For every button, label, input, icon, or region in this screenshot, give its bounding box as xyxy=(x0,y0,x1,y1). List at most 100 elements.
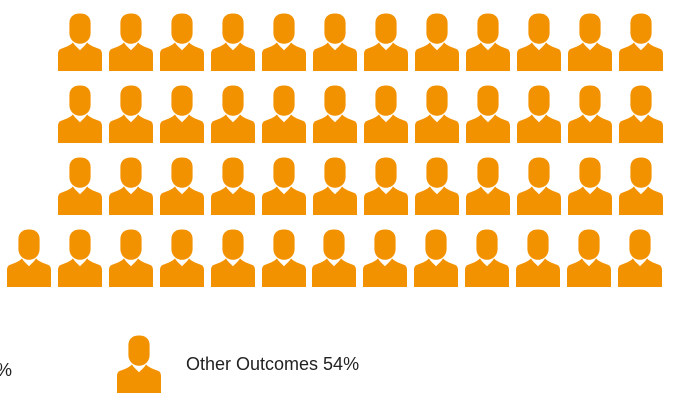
person-icon-head xyxy=(171,157,193,188)
person-icon-body xyxy=(211,114,255,143)
person-icon-head xyxy=(476,229,498,260)
person-icon-head xyxy=(222,85,244,116)
person-icon-body xyxy=(517,186,561,215)
person-icon-body xyxy=(618,258,662,287)
person-icon-head xyxy=(273,13,295,44)
person-icon-head xyxy=(630,13,652,44)
person-icon-head xyxy=(579,13,601,44)
person-icon xyxy=(415,85,459,143)
person-icon xyxy=(517,85,561,143)
person-icon-head xyxy=(323,229,345,260)
person-icon-head xyxy=(375,157,397,188)
person-icon-body xyxy=(466,114,510,143)
person-icon-body xyxy=(517,42,561,71)
person-icon-body xyxy=(517,114,561,143)
person-icon-head xyxy=(69,157,91,188)
person-icon-body xyxy=(7,258,51,287)
person-icon-body xyxy=(58,42,102,71)
person-icon-body xyxy=(109,42,153,71)
person-icon xyxy=(567,229,611,287)
person-icon xyxy=(211,229,255,287)
person-icon-head xyxy=(324,85,346,116)
person-icon-body xyxy=(211,258,255,287)
person-icon-body xyxy=(619,42,663,71)
person-icon xyxy=(466,157,510,215)
person-icon xyxy=(160,85,204,143)
person-icon-body xyxy=(465,258,509,287)
person-icon-body xyxy=(160,186,204,215)
person-icon xyxy=(262,157,306,215)
person-icon xyxy=(517,157,561,215)
person-icon xyxy=(415,157,459,215)
person-icon xyxy=(262,13,306,71)
person-icon-head xyxy=(426,157,448,188)
person-icon xyxy=(619,13,663,71)
person-icon-head xyxy=(375,13,397,44)
person-icon-body xyxy=(568,114,612,143)
person-icon xyxy=(109,85,153,143)
person-icon-body xyxy=(160,258,204,287)
person-icon xyxy=(618,229,662,287)
person-icon-head xyxy=(426,85,448,116)
person-icon-head xyxy=(69,85,91,116)
person-icon-body xyxy=(262,258,306,287)
person-icon xyxy=(516,229,560,287)
person-icon xyxy=(211,85,255,143)
person-icon xyxy=(262,85,306,143)
person-icon-head xyxy=(273,229,295,260)
legend-other-outcomes-label: Other Outcomes 54% xyxy=(186,354,360,374)
person-icon xyxy=(160,13,204,71)
person-icon-body xyxy=(313,186,357,215)
person-icon-body xyxy=(109,114,153,143)
person-icon xyxy=(466,13,510,71)
person-icon xyxy=(568,85,612,143)
person-icon-head xyxy=(120,157,142,188)
person-icon-body xyxy=(364,42,408,71)
person-icon xyxy=(160,157,204,215)
person-icon-head xyxy=(273,85,295,116)
person-icon-head xyxy=(324,13,346,44)
person-icon-head xyxy=(374,229,396,260)
person-icon xyxy=(58,229,102,287)
legend-partial-label: 4% xyxy=(0,359,12,381)
person-icon xyxy=(363,229,407,287)
legend-item-partial: 4% xyxy=(0,359,12,381)
person-icon xyxy=(415,13,459,71)
person-icon xyxy=(364,157,408,215)
person-icon-body xyxy=(415,114,459,143)
person-icon xyxy=(313,85,357,143)
person-icon-head xyxy=(120,85,142,116)
person-icon xyxy=(109,13,153,71)
person-icon-body xyxy=(109,258,153,287)
person-icon xyxy=(109,229,153,287)
person-icon-head xyxy=(630,157,652,188)
person-icon-head xyxy=(630,85,652,116)
person-icon-head xyxy=(222,13,244,44)
person-icon-head xyxy=(222,157,244,188)
person-icon-head xyxy=(528,13,550,44)
person-icon-head xyxy=(128,335,150,366)
person-icon-head xyxy=(528,85,550,116)
person-icon-head xyxy=(120,229,142,260)
person-icon-body xyxy=(160,114,204,143)
person-icon-head xyxy=(222,229,244,260)
person-icon-body xyxy=(415,186,459,215)
person-icon xyxy=(313,157,357,215)
person-icon xyxy=(619,157,663,215)
person-icon-head xyxy=(375,85,397,116)
person-icon xyxy=(466,85,510,143)
person-icon-head xyxy=(579,157,601,188)
person-icon-head xyxy=(629,229,651,260)
person-icon-body xyxy=(262,186,306,215)
person-icon-body xyxy=(160,42,204,71)
person-icon xyxy=(211,13,255,71)
person-icon xyxy=(364,13,408,71)
person-icon-head xyxy=(171,85,193,116)
person-icon-grid xyxy=(7,13,663,287)
person-icon-body xyxy=(58,114,102,143)
person-icon-head xyxy=(528,157,550,188)
person-icon xyxy=(58,13,102,71)
person-icon-head xyxy=(527,229,549,260)
person-icon-head xyxy=(426,13,448,44)
